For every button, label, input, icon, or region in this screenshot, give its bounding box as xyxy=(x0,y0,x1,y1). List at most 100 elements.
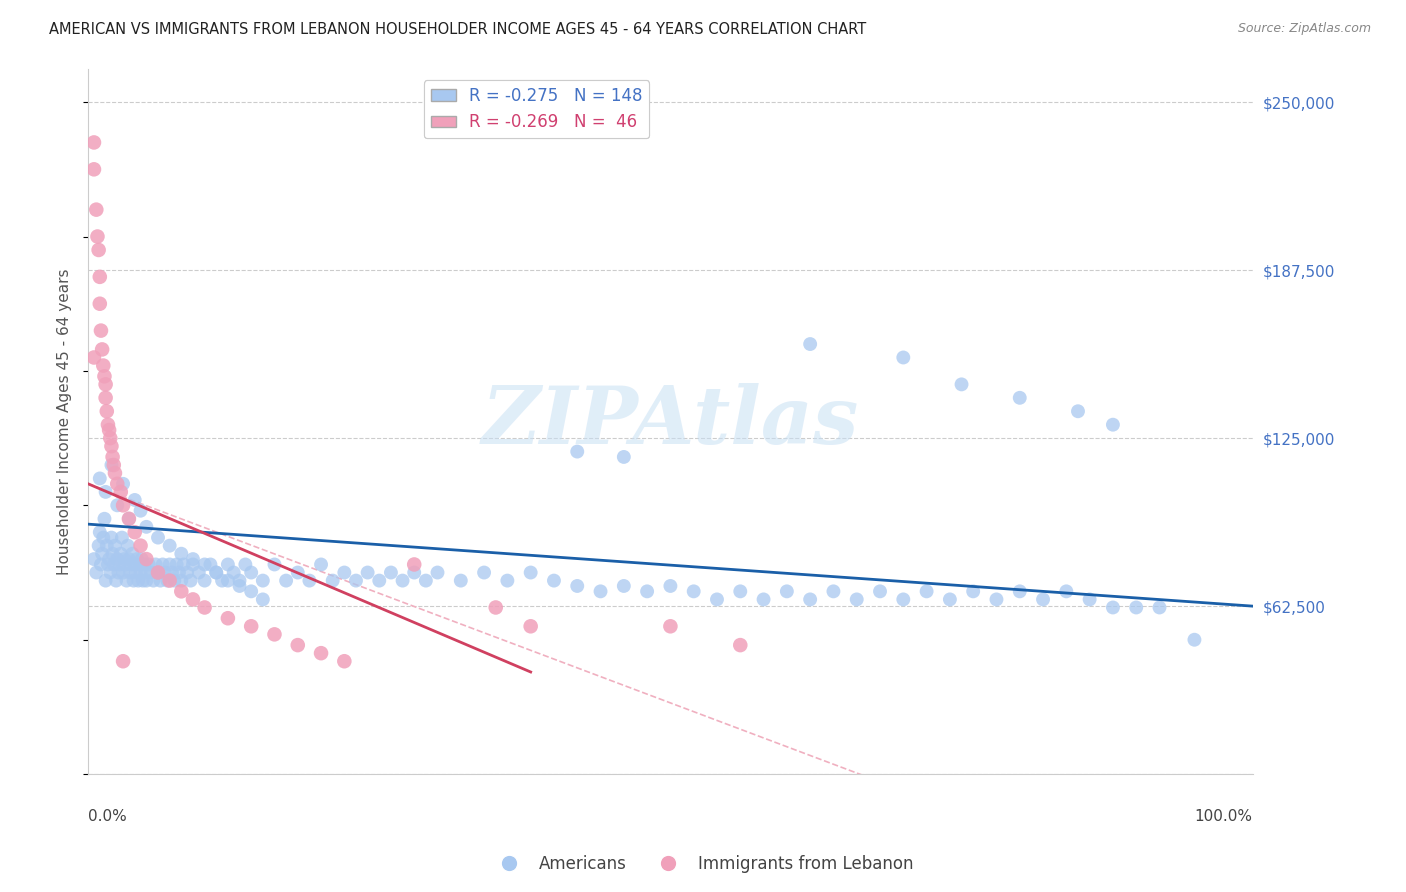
Point xyxy=(891,351,914,365)
Point xyxy=(121,547,143,561)
Point xyxy=(83,136,105,150)
Point xyxy=(240,566,263,580)
Point xyxy=(149,574,172,588)
Point xyxy=(94,574,117,588)
Point xyxy=(125,552,148,566)
Point xyxy=(891,592,914,607)
Point xyxy=(127,574,149,588)
Point xyxy=(567,579,589,593)
Point xyxy=(94,377,117,392)
Point xyxy=(93,512,115,526)
Point xyxy=(167,566,190,580)
Point xyxy=(91,359,114,373)
Point xyxy=(104,466,127,480)
Point xyxy=(181,558,204,572)
Point xyxy=(391,574,413,588)
Point xyxy=(97,417,120,432)
Point xyxy=(135,520,157,534)
Point xyxy=(322,574,344,588)
Point xyxy=(97,558,120,572)
Point xyxy=(187,566,209,580)
Point xyxy=(93,369,115,384)
Point xyxy=(138,558,160,572)
Point xyxy=(519,566,541,580)
Point xyxy=(613,579,636,593)
Point xyxy=(252,592,274,607)
Point xyxy=(170,584,193,599)
Legend: R = -0.275   N = 148, R = -0.269   N =  46: R = -0.275 N = 148, R = -0.269 N = 46 xyxy=(423,80,650,138)
Point xyxy=(98,552,121,566)
Point xyxy=(776,584,799,599)
Point xyxy=(915,584,938,599)
Point xyxy=(129,539,152,553)
Point xyxy=(799,337,821,351)
Point xyxy=(160,566,183,580)
Point xyxy=(333,566,356,580)
Point xyxy=(90,558,112,572)
Point xyxy=(98,423,121,437)
Point xyxy=(98,566,121,580)
Point xyxy=(100,458,122,472)
Point xyxy=(472,566,495,580)
Point xyxy=(159,539,181,553)
Point xyxy=(103,458,125,472)
Point xyxy=(845,592,868,607)
Point xyxy=(87,539,110,553)
Point xyxy=(153,566,176,580)
Point xyxy=(112,566,135,580)
Point xyxy=(589,584,612,599)
Point xyxy=(110,484,132,499)
Point xyxy=(83,552,105,566)
Point xyxy=(1125,600,1147,615)
Point xyxy=(200,558,222,572)
Point xyxy=(1078,592,1101,607)
Point xyxy=(91,343,114,357)
Point xyxy=(111,531,134,545)
Point xyxy=(105,476,128,491)
Point xyxy=(235,558,257,572)
Point xyxy=(356,566,378,580)
Point xyxy=(118,512,141,526)
Point xyxy=(105,552,128,566)
Point xyxy=(159,558,181,572)
Point xyxy=(118,552,141,566)
Point xyxy=(101,547,124,561)
Legend: Americans, Immigrants from Lebanon: Americans, Immigrants from Lebanon xyxy=(485,848,921,880)
Point xyxy=(108,558,131,572)
Point xyxy=(87,243,110,257)
Point xyxy=(112,499,135,513)
Point xyxy=(105,574,128,588)
Point xyxy=(181,592,204,607)
Point xyxy=(100,439,122,453)
Point xyxy=(240,619,263,633)
Point xyxy=(89,471,111,485)
Y-axis label: Householder Income Ages 45 - 64 years: Householder Income Ages 45 - 64 years xyxy=(58,268,72,574)
Point xyxy=(118,512,141,526)
Point xyxy=(122,574,145,588)
Point xyxy=(146,566,169,580)
Point xyxy=(124,558,146,572)
Point xyxy=(309,558,332,572)
Point xyxy=(613,450,636,464)
Point xyxy=(567,444,589,458)
Point xyxy=(83,351,105,365)
Text: ZIPAtlas: ZIPAtlas xyxy=(482,383,859,460)
Point xyxy=(114,558,136,572)
Point xyxy=(142,574,165,588)
Point xyxy=(274,574,297,588)
Point xyxy=(139,566,162,580)
Point xyxy=(135,552,157,566)
Point xyxy=(404,558,426,572)
Point xyxy=(211,574,233,588)
Point xyxy=(166,558,188,572)
Point xyxy=(110,547,132,561)
Point xyxy=(1102,600,1125,615)
Point xyxy=(1008,584,1031,599)
Point xyxy=(120,566,142,580)
Point xyxy=(156,574,179,588)
Point xyxy=(869,584,891,599)
Point xyxy=(83,162,105,177)
Point xyxy=(89,269,111,284)
Point xyxy=(194,574,217,588)
Point xyxy=(682,584,704,599)
